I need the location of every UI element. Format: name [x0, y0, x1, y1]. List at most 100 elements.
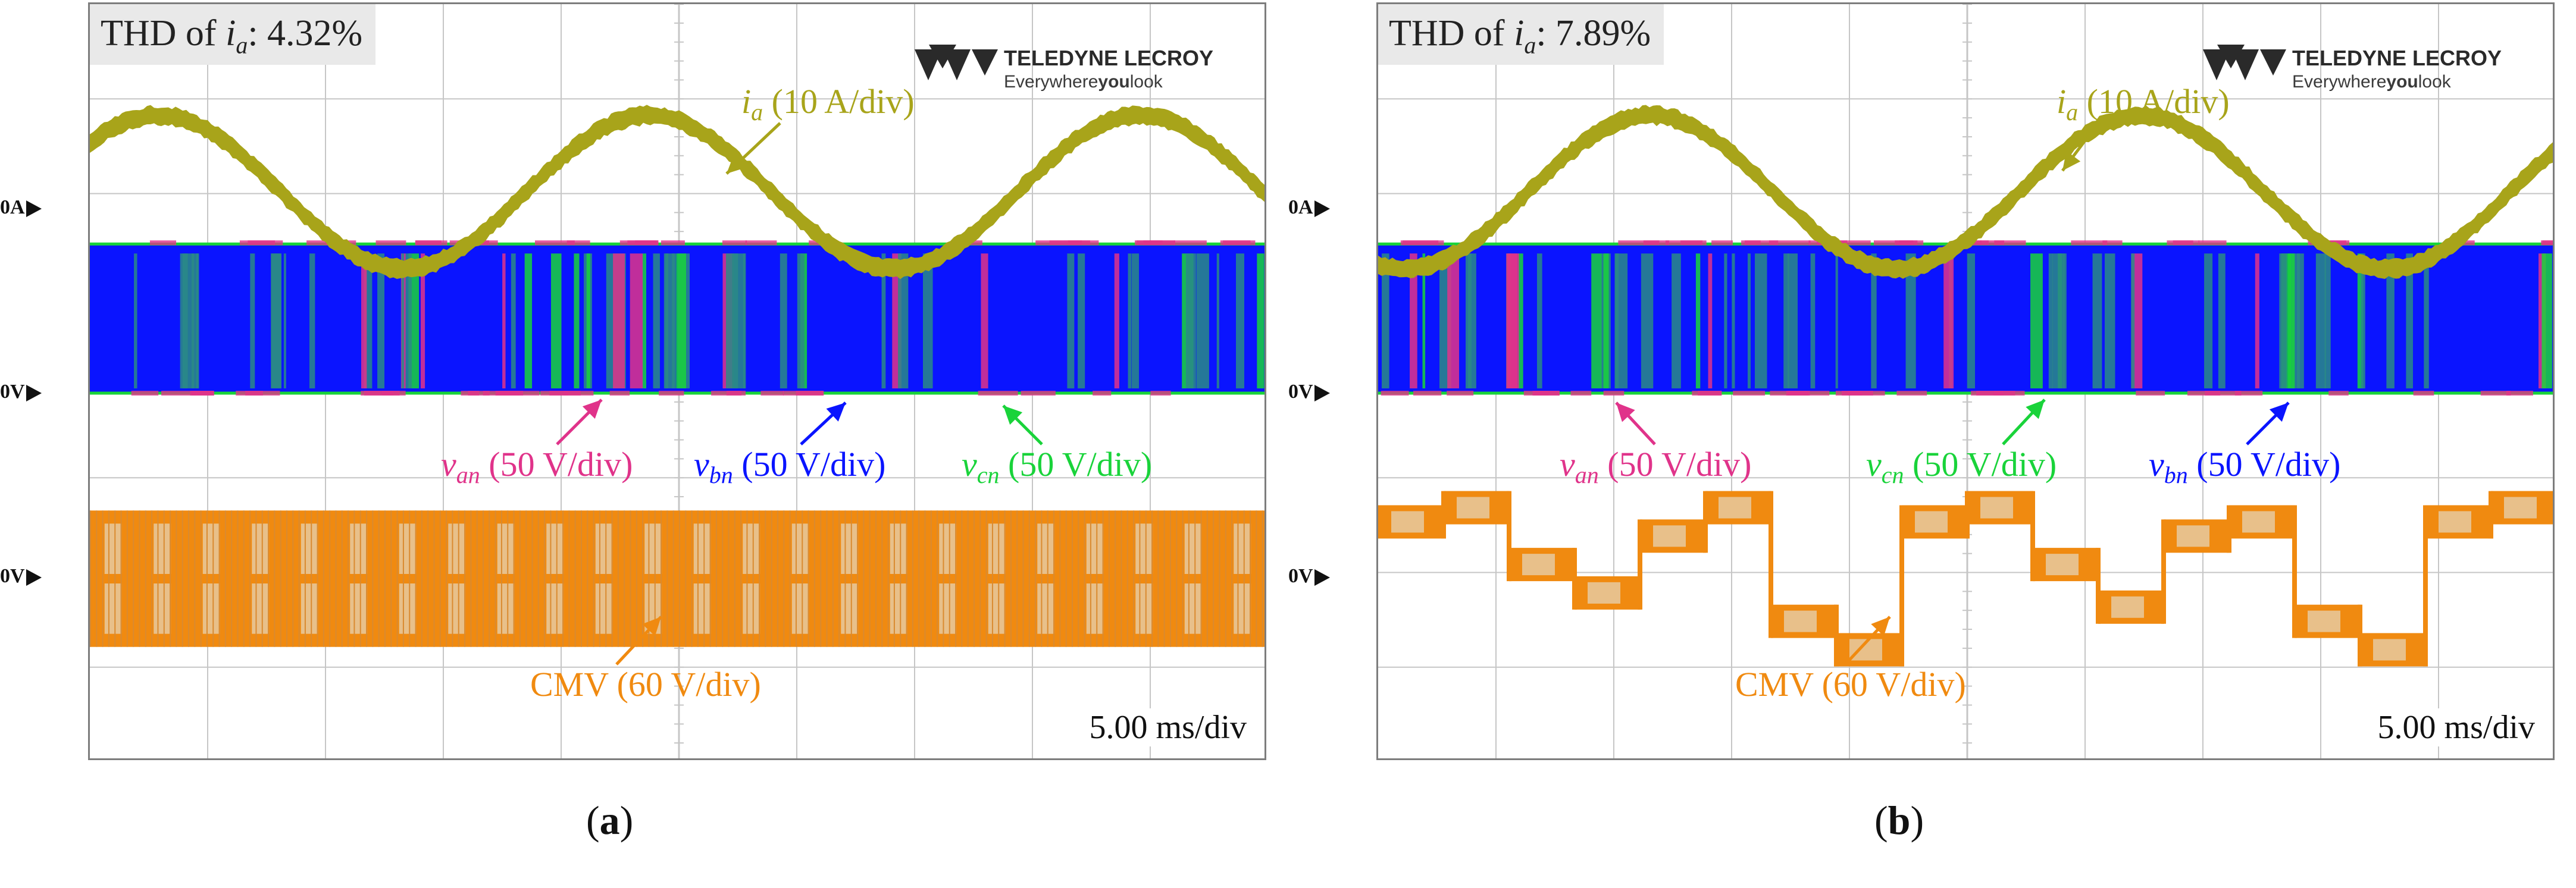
cmv-cell [890, 523, 907, 574]
pwm-pulse [613, 253, 625, 388]
marker-0A: 0A [1288, 196, 1330, 219]
cmv-switch [348, 510, 349, 647]
pwm-pulse [2296, 253, 2300, 388]
cmv-switch [1151, 510, 1153, 647]
cmv-switch [636, 510, 637, 647]
cmv-switch [513, 510, 515, 647]
cmv-switch [697, 510, 699, 647]
cmv-switch [813, 510, 815, 647]
pwm-pulse [2324, 253, 2331, 388]
van-edge [1603, 391, 1625, 396]
cmv-switch [268, 510, 270, 647]
cmv-switch [439, 510, 441, 647]
marker-0V-cmv: 0V [1288, 565, 1330, 588]
cmv-step-shade [1391, 511, 1424, 533]
cmv-switch [421, 510, 422, 647]
cmv-switch [114, 510, 116, 647]
pwm-pulse [2361, 253, 2365, 388]
cmv-switch [783, 510, 785, 647]
cmv-switch [1028, 510, 1030, 647]
cmv-switch [881, 510, 883, 647]
pwm-pulse [2315, 253, 2327, 388]
cmv-switch [679, 510, 680, 647]
cmv-switch [979, 510, 981, 647]
cmv-switch [470, 510, 472, 647]
cmv-cell [595, 523, 613, 574]
oscilloscope-screen-a: THD of ia: 4.32% TELEDYNE LECROY Everywh… [88, 2, 1266, 760]
van-edge [1733, 391, 1766, 396]
cmv-step-shade [2439, 511, 2471, 533]
pwm-pulse [665, 253, 669, 388]
cmv-step-shade [1588, 582, 1620, 604]
van-edge [2167, 240, 2193, 246]
van-edge [1807, 391, 1830, 396]
pwm-pulse [676, 253, 686, 388]
cmv-switch [918, 510, 920, 647]
cmv-cell [497, 523, 515, 574]
cmv-step-shade [2504, 497, 2537, 519]
van-edge [2102, 240, 2123, 246]
cmv-label: CMV (60 V/div) [530, 665, 761, 704]
pwm-pulse [1114, 253, 1119, 388]
van-edge [1896, 391, 1927, 396]
ia-label: ia (10 A/div) [741, 82, 915, 125]
pwm-pulse [1967, 253, 1976, 388]
pwm-pulse [1755, 253, 1767, 388]
cmv-cell [743, 583, 760, 634]
cmv-switch [937, 510, 938, 647]
cmv-switch [795, 510, 797, 647]
cmv-switch [998, 510, 1000, 647]
cmv-switch [323, 510, 324, 647]
pwm-pulse [524, 253, 533, 388]
marker-0A: 0A [0, 196, 42, 219]
pwm-pulse [2406, 253, 2414, 388]
cmv-cell [252, 523, 270, 574]
cmv-switch [630, 510, 631, 647]
cmv-step-shade [2177, 525, 2209, 547]
pwm-pulse [1943, 253, 1954, 388]
cmv-switch [912, 510, 913, 647]
cmv-band [90, 510, 1264, 647]
pwm-pulse [1067, 253, 1075, 388]
brand-name: TELEDYNE LECROY [1004, 46, 1214, 70]
pwm-pulse [1185, 253, 1196, 388]
timebase: 5.00 ms/div [2374, 708, 2539, 746]
van-edge [149, 240, 177, 246]
van-edge [1570, 391, 1592, 396]
cmv-step-shade [2373, 639, 2406, 661]
pwm-pulse [1447, 253, 1459, 388]
cmv-switch [722, 510, 724, 647]
cmv-switch [446, 510, 447, 647]
cmv-switch [985, 510, 987, 647]
pwm-pulse [309, 253, 315, 388]
cmv-switch [1120, 510, 1122, 647]
cmv-switch [206, 510, 208, 647]
cmv-cell [154, 583, 171, 634]
cmv-switch [489, 510, 490, 647]
cmv-switch [1022, 510, 1024, 647]
lecroy-mark-icon [2203, 45, 2286, 80]
pwm-pulse [191, 253, 199, 388]
pwm-pulse [1536, 253, 1542, 388]
pwm-pulse [1724, 253, 1727, 388]
cmv-switch [1256, 510, 1257, 647]
van-edge [1447, 391, 1474, 396]
cmv-switch [402, 510, 404, 647]
cmv-switch [961, 510, 963, 647]
pwm-pulse [2541, 253, 2552, 388]
scope-plot-b [1378, 4, 2553, 758]
cmv-switch [1145, 510, 1147, 647]
cmv-switch [537, 510, 539, 647]
cmv-switch [1041, 510, 1043, 647]
cmv-switch [1065, 510, 1067, 647]
cmv-switch [243, 510, 245, 647]
annotation-arrows [556, 122, 1043, 666]
cmv-switch [255, 510, 257, 647]
van-edge [535, 240, 575, 246]
pwm-pulse [2204, 253, 2213, 388]
cmv-switch [624, 510, 625, 647]
van-edge [2328, 391, 2349, 396]
van-edge [381, 391, 406, 396]
cmv-cell [743, 523, 760, 574]
cmv-switch [200, 510, 202, 647]
